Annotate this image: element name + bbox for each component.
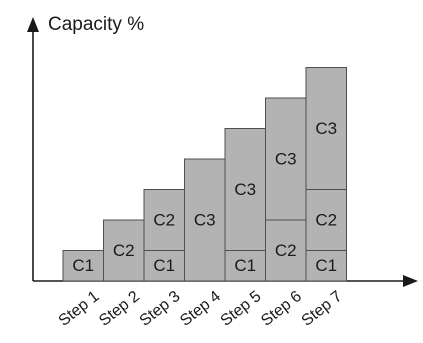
bar-layer: C1 C2 C1 C2 C3 C1 C3 C2 C3 C1 C2 C3 — [62, 67, 347, 282]
bar-segment-c1 — [143, 250, 185, 282]
x-tick-label: Step 4 — [177, 288, 224, 330]
bar-segment-label: C2 — [315, 210, 337, 229]
bar-segment-label: C3 — [275, 149, 297, 168]
bar-segment-label: C2 — [153, 210, 175, 229]
bar-segment-label: C1 — [234, 256, 256, 275]
bar-segment-label: C1 — [72, 256, 94, 275]
bar-segment-c3 — [265, 97, 307, 221]
x-tick-label: Step 3 — [137, 288, 184, 330]
bar-segment-label: C2 — [275, 241, 297, 260]
bar-segment-label: C1 — [315, 256, 337, 275]
bar-segment-label: C3 — [234, 180, 256, 199]
bar-segment-label: C2 — [113, 241, 135, 260]
bar-segment-c3 — [305, 67, 347, 190]
bar-segment-label: C3 — [194, 210, 216, 229]
y-axis-arrow-icon — [27, 17, 39, 32]
x-axis-arrow-icon — [403, 275, 418, 287]
bar-segment-c3 — [224, 128, 266, 251]
bar-segment-c1 — [224, 250, 266, 282]
bar-segment-c2 — [103, 219, 145, 282]
bar-segment-c2 — [265, 219, 307, 282]
x-tick-label: Step 6 — [258, 288, 305, 330]
bar-segment-label: C1 — [153, 256, 175, 275]
bar-segment-c2 — [305, 189, 347, 251]
x-tick-label: Step 2 — [96, 288, 143, 330]
x-tick-label: Step 7 — [299, 288, 346, 330]
x-tick-label: Step 5 — [218, 288, 265, 330]
x-tick-label: Step 1 — [56, 288, 103, 330]
bar-segment-label: C3 — [315, 119, 337, 138]
y-axis-title: Capacity % — [48, 14, 144, 35]
bar-segment-c2 — [143, 189, 185, 251]
